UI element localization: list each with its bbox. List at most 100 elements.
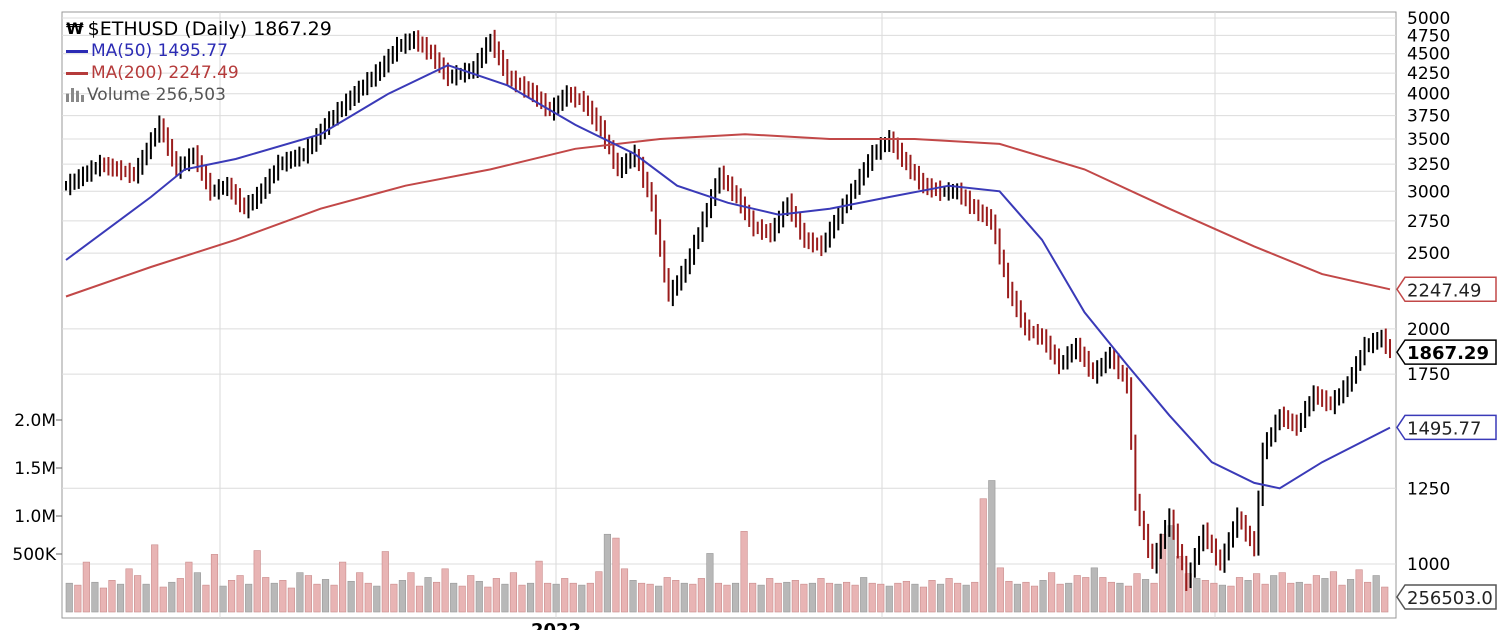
y-tick-label: 1750 (1407, 365, 1450, 385)
volume-bar (689, 583, 697, 613)
volume-bar (843, 581, 851, 613)
volume-bar (791, 580, 799, 613)
volume-bar (1090, 567, 1098, 613)
volume-bar (774, 582, 782, 613)
volume-bar (484, 586, 492, 613)
ma200-price-tag-box (1396, 276, 1497, 303)
volume-bar (672, 580, 680, 613)
volume-bar (304, 575, 313, 613)
volume-bar (586, 582, 594, 613)
volume-bar (1030, 585, 1039, 613)
ma50-line (65, 64, 1391, 490)
y-tick-label: 3250 (1407, 155, 1450, 175)
volume-bar (928, 580, 936, 613)
volume-bar (1227, 585, 1235, 613)
volume-bar (202, 584, 210, 613)
volume-bar (638, 582, 646, 613)
legend-volume: Volume 256,503 (87, 85, 226, 105)
y-tick-label: 3000 (1407, 182, 1450, 202)
volume-bar (569, 582, 577, 613)
volume-bar (1116, 582, 1124, 613)
volume-bar (1338, 584, 1346, 613)
volume-bar (1184, 573, 1192, 613)
volume-bar (99, 587, 108, 613)
volume-bar (1065, 582, 1073, 613)
volume-bar (783, 581, 791, 613)
volume-bar (339, 561, 347, 613)
volume-bar (151, 544, 159, 613)
volume-bar (518, 584, 526, 613)
volume-tag-box (1396, 584, 1497, 610)
volume-bar (176, 578, 184, 613)
volume-bar (321, 579, 330, 613)
candle-icon: ₩ (66, 19, 84, 38)
volume-bar (919, 586, 928, 613)
y-tick-label: 2750 (1407, 212, 1450, 232)
volume-bar (714, 582, 723, 613)
y-tick-label: 4500 (1407, 45, 1450, 65)
volume-bar (902, 580, 910, 613)
volume-bar (612, 537, 620, 613)
volume-bar (1244, 580, 1252, 613)
volume-bar (945, 578, 953, 613)
volume-bar (313, 583, 321, 613)
volume-bar (458, 585, 466, 613)
volume-bar (962, 584, 970, 613)
legend-ma50: MA(50) 1495.77 (91, 41, 228, 61)
volume-bar (979, 498, 987, 613)
volume-bar (450, 582, 458, 613)
volume-bar (1346, 579, 1355, 613)
ma200-line (65, 133, 1391, 298)
volume-bar (620, 568, 629, 613)
volume-bar (1107, 581, 1115, 613)
volume-bar (227, 580, 236, 613)
volume-bar (1176, 556, 1184, 613)
volume-bar (65, 582, 73, 613)
legend-ma200: MA(200) 2247.49 (91, 63, 239, 83)
volume-bar (1167, 525, 1175, 613)
volume-bar (578, 584, 586, 613)
volume-bar (800, 583, 808, 613)
vol-tick-label: 500K (12, 545, 56, 565)
volume-bar (467, 575, 475, 613)
y-tick-label: 3750 (1407, 107, 1450, 127)
volume-bar (1150, 582, 1158, 613)
volume-bar (185, 561, 193, 613)
legend-title: $ETHUSD (Daily) 1867.29 (87, 18, 332, 40)
volume-bar (287, 587, 295, 613)
volume-bar (347, 580, 355, 613)
ma200-price-tag: 2247.49 (1407, 280, 1481, 301)
volume-bar (492, 578, 500, 613)
volume-bar (364, 582, 372, 613)
volume-bar (509, 572, 518, 613)
volume-bar (381, 551, 389, 613)
volume-bar (424, 577, 432, 613)
volume-bar (544, 582, 552, 613)
volume-bar (706, 553, 714, 613)
volume-bar (415, 585, 424, 613)
volume-bar (885, 585, 893, 613)
volume-bar (535, 560, 543, 613)
volume-bar (1270, 575, 1278, 613)
volume-bar (1013, 583, 1021, 613)
volume-bar (168, 581, 176, 613)
ma50-swatch-icon (66, 49, 88, 53)
volume-bar (1039, 580, 1047, 613)
volume-bar (894, 582, 902, 613)
volume-bar (526, 582, 535, 613)
volume-bar (270, 582, 278, 613)
volume-bar (954, 582, 962, 613)
volume-bar (116, 583, 125, 613)
y-tick-label: 1000 (1407, 555, 1450, 575)
volume-bar (603, 533, 611, 613)
volume-bar (433, 581, 441, 613)
volume-bar (373, 585, 381, 613)
volume-bar (1278, 572, 1286, 613)
volume-bar (1159, 533, 1167, 613)
volume-bar (134, 575, 142, 613)
volume-bar (1253, 573, 1261, 613)
volume-bar (1218, 584, 1227, 613)
volume-bar (501, 583, 509, 613)
volume-bar (1304, 583, 1312, 613)
y-tick-label: 5000 (1407, 9, 1450, 29)
